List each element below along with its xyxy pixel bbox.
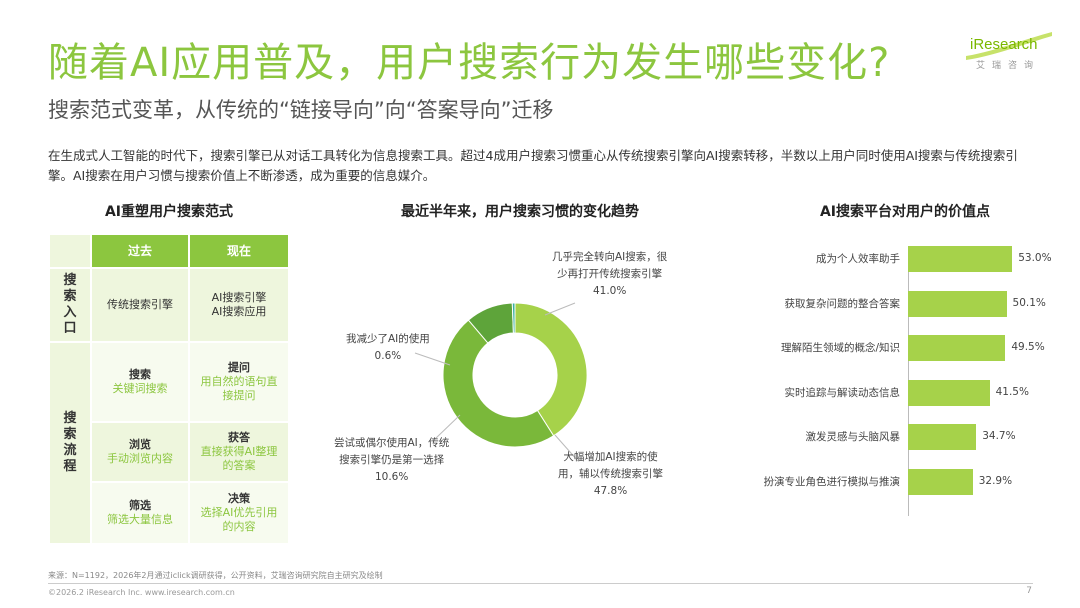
habit-change-donut: 几乎完全转向AI搜索，很 少再打开传统搜索引擎 41.0% 大幅增加AI搜索的使… — [330, 225, 700, 555]
bar-row: 成为个人效率助手 53.0% — [740, 246, 1052, 272]
table-corner — [50, 235, 90, 267]
group-label-process: 搜索流程 — [50, 343, 90, 543]
bar-row: 激发灵感与头脑风暴 34.7% — [740, 424, 1040, 450]
row1-now: AI搜索引擎 AI搜索应用 — [190, 269, 288, 341]
slice-occasional-pct: 10.6% — [374, 471, 409, 483]
row1-past-text: 传统搜索引擎 — [107, 298, 173, 311]
row2-past-sub: 关键词搜索 — [112, 382, 168, 395]
slice-label-full-ai: 几乎完全转向AI搜索，很 少再打开传统搜索引擎 41.0% — [552, 249, 667, 300]
row3-past: 浏览 手动浏览内容 — [92, 423, 188, 481]
row2-past-head: 搜索 — [129, 368, 151, 381]
group-process-text: 搜索流程 — [63, 411, 77, 474]
iresearch-logo: iResearch 艾瑞咨询 — [962, 30, 1054, 74]
bar-value-label: 41.5% — [995, 385, 1029, 398]
row4-now-head: 决策 — [228, 492, 250, 505]
row4-past-sub: 筛选大量信息 — [107, 513, 173, 526]
slice-full-ai-line2: 少再打开传统搜索引擎 — [557, 268, 663, 280]
bar-value-label: 49.5% — [1011, 341, 1045, 353]
donut-slice-reduced-ai — [511, 302, 516, 334]
row1-past: 传统搜索引擎 — [92, 269, 188, 341]
bar — [908, 468, 973, 495]
logo-text: iResearch — [970, 36, 1038, 53]
slice-label-increase-ai: 大幅增加AI搜索的使 用，辅以传统搜索引擎 47.8% — [558, 449, 663, 500]
row1-now-line2: AI搜索应用 — [211, 305, 267, 318]
row3-now-head: 获答 — [228, 431, 250, 444]
row4-past: 筛选 筛选大量信息 — [92, 483, 188, 543]
slice-full-ai-pct: 41.0% — [592, 285, 627, 297]
donut-slice-full-ai — [514, 302, 588, 437]
bar-category-label: 实时追踪与解读动态信息 — [784, 386, 901, 399]
intro-paragraph: 在生成式人工智能的时代下，搜索引擎已从对话工具转化为信息搜索工具。超过4成用户搜… — [48, 148, 1018, 183]
bar — [908, 246, 1013, 272]
table-title: AI重塑用户搜索范式 — [104, 204, 234, 220]
bar — [908, 379, 990, 406]
leader-line-reduced-ai — [414, 352, 451, 366]
row3-past-head: 浏览 — [129, 438, 151, 451]
leader-line-occasional-ai — [434, 414, 461, 440]
slice-label-occasional-ai: 尝试或偶尔使用AI，传统 搜索引擎仍是第一选择 10.6% — [334, 435, 449, 486]
copyright: ©2026.2 iResearch Inc. www.iresearch.com… — [48, 588, 235, 597]
bar — [908, 335, 1006, 361]
row2-past: 搜索 关键词搜索 — [92, 343, 188, 421]
page-number: 7 — [1026, 586, 1032, 596]
group-label-entry: 搜索入口 — [50, 269, 90, 341]
bar — [908, 290, 1007, 317]
page-title: 随着AI应用普及，用户搜索行为发生哪些变化? — [48, 40, 891, 86]
bar-value-label: 32.9% — [978, 474, 1013, 487]
row2-now: 提问 用自然的语句直接提问 — [190, 343, 288, 421]
footer-divider — [48, 583, 1033, 584]
slice-reduced-pct: 0.6% — [374, 350, 402, 362]
bar — [908, 424, 977, 450]
donut-title: 最近半年来，用户搜索习惯的变化趋势 — [401, 204, 639, 220]
bar-category-label: 激发灵感与头脑风暴 — [805, 431, 901, 443]
bar-category-label: 理解陌生领域的概念/知识 — [780, 342, 900, 354]
slice-label-reduced-ai: 我减少了AI的使用 0.6% — [346, 331, 430, 365]
page-subtitle: 搜索范式变革，从传统的“链接导向”向“答案导向”迁移 — [48, 98, 554, 122]
row4-now-sub: 选择AI优先引用的内容 — [200, 506, 278, 533]
slice-increase-line1: 大幅增加AI搜索的使 — [563, 451, 658, 463]
group-entry-text: 搜索入口 — [63, 273, 77, 336]
header-past: 过去 — [92, 235, 188, 267]
row1-now-line1: AI搜索引擎 — [211, 291, 267, 304]
bar-value-label: 34.7% — [982, 430, 1016, 442]
donut-svg — [414, 302, 588, 462]
search-paradigm-table: 过去 现在 搜索入口 传统搜索引擎 AI搜索引擎 AI搜索应用 搜索流程 搜索 … — [50, 235, 288, 543]
row3-now-sub: 直接获得AI整理的答案 — [200, 445, 278, 472]
bar-chart-title: AI搜索平台对用户的价值点 — [819, 204, 991, 220]
row4-now: 决策 选择AI优先引用的内容 — [190, 483, 288, 543]
slice-increase-line2: 用，辅以传统搜索引擎 — [558, 468, 663, 480]
source-note: 来源：N=1192，2026年2月通过iclick调研获得，公开资料，艾瑞咨询研… — [48, 571, 383, 580]
logo-swoosh-icon — [966, 32, 1052, 60]
row3-now: 获答 直接获得AI整理的答案 — [190, 423, 288, 481]
logo-cn-text: 艾瑞咨询 — [976, 61, 1041, 71]
row2-now-sub: 用自然的语句直接提问 — [200, 375, 278, 402]
donut-slice-increase-ai — [442, 319, 555, 448]
value-points-bar-chart: 成为个人效率助手 53.0% 获取复杂问题的整合答案 50.1% 理解陌生领域的概念/知… — [740, 246, 1052, 516]
row3-past-sub: 手动浏览内容 — [107, 452, 173, 465]
bar-row: 获取复杂问题的整合答案 50.1% — [740, 290, 1046, 317]
bar-value-label: 53.0% — [1018, 252, 1052, 264]
row2-now-head: 提问 — [228, 361, 250, 374]
leader-line-full-ai — [544, 302, 576, 316]
bar-row: 理解陌生领域的概念/知识 49.5% — [740, 335, 1045, 361]
slice-increase-pct: 47.8% — [593, 485, 628, 497]
slice-full-ai-line1: 几乎完全转向AI搜索，很 — [552, 251, 668, 263]
bar-row: 实时追踪与解读动态信息 41.5% — [740, 379, 1040, 406]
slice-occasional-line1: 尝试或偶尔使用AI，传统 — [334, 437, 450, 449]
bar-category-label: 扮演专业角色进行模拟与推演 — [763, 475, 901, 488]
bar-row: 扮演专业角色进行模拟与推演 32.9% — [740, 468, 1040, 495]
bar-value-label: 50.1% — [1012, 296, 1046, 309]
leader-line-increase-ai — [554, 434, 579, 462]
bar-category-label: 成为个人效率助手 — [816, 253, 900, 265]
header-now: 现在 — [190, 235, 288, 267]
slice-reduced-line1: 我减少了AI的使用 — [346, 333, 430, 345]
slice-occasional-line2: 搜索引擎仍是第一选择 — [339, 454, 445, 466]
bar-category-label: 获取复杂问题的整合答案 — [784, 297, 901, 310]
row4-past-head: 筛选 — [129, 499, 151, 512]
